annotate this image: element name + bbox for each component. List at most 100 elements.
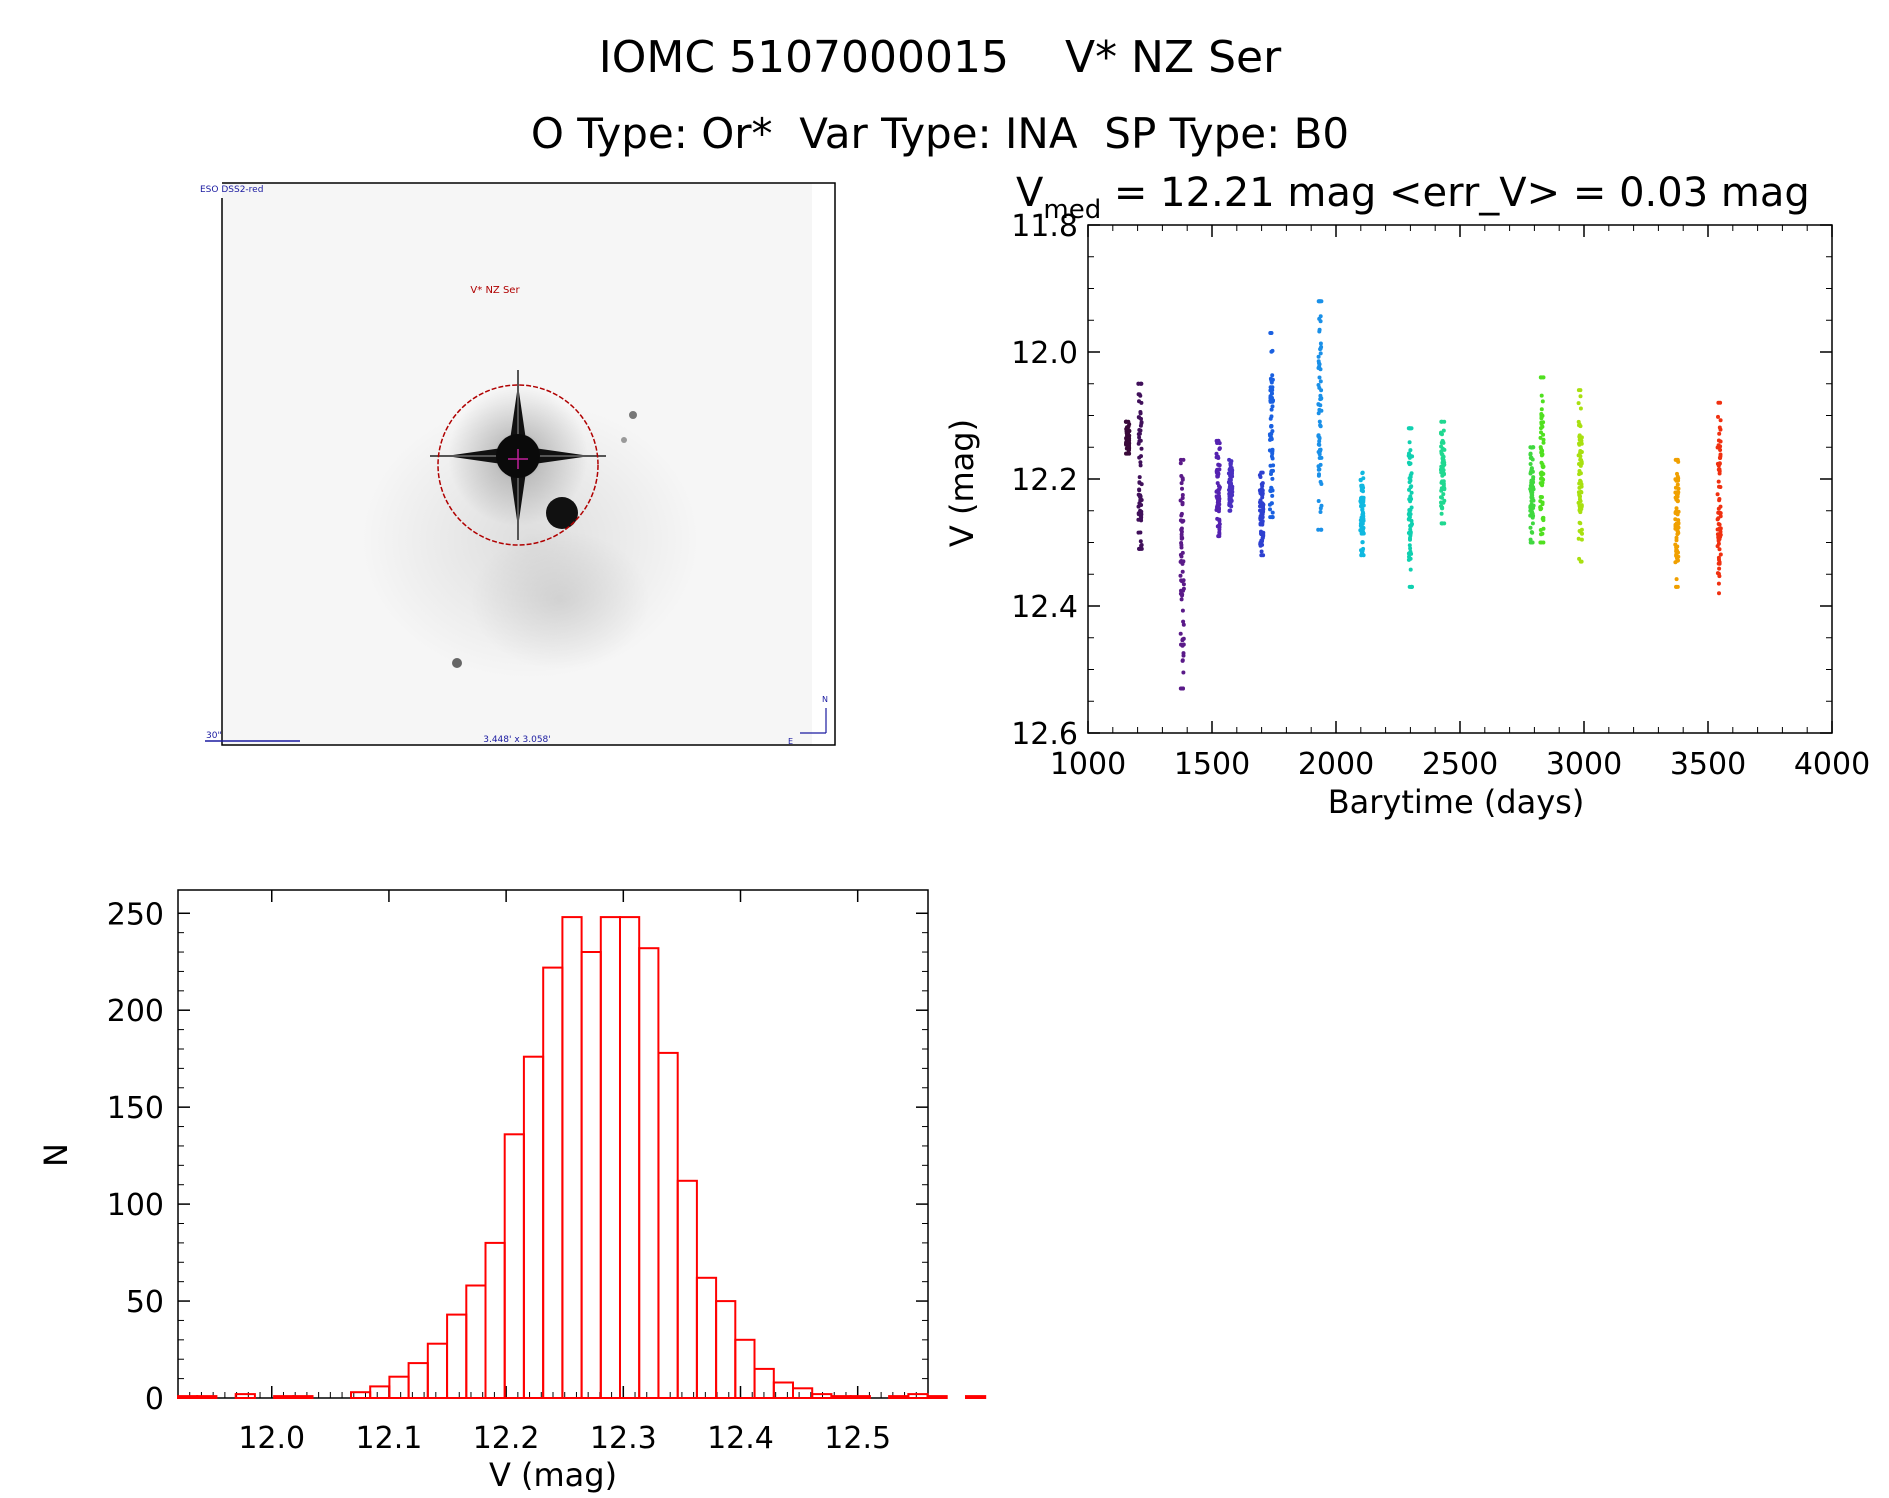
lc-point <box>1318 397 1323 402</box>
lc-point <box>1439 500 1443 505</box>
lc-point <box>1317 456 1322 460</box>
lc-point <box>1138 411 1143 416</box>
lc-point <box>1676 486 1681 491</box>
lc-point <box>1137 392 1142 397</box>
lc-point <box>1408 494 1413 499</box>
lc-point <box>1268 489 1273 494</box>
figure-subtitle: O Type: Or* Var Type: INA SP Type: B0 <box>531 109 1349 158</box>
lc-point <box>1268 448 1273 453</box>
hist-bar <box>811 1393 833 1399</box>
lc-point <box>1540 480 1545 485</box>
lc-point <box>1317 362 1322 367</box>
lc-point <box>1675 471 1679 476</box>
lc-point <box>1408 533 1413 538</box>
lc-point <box>1269 469 1274 474</box>
lc-point <box>1541 465 1545 470</box>
lc-point <box>1674 584 1678 589</box>
hist-ytick-label: 0 <box>145 1382 164 1417</box>
lc-point <box>1577 442 1582 447</box>
lc-point <box>1316 499 1321 503</box>
lc-point <box>1181 457 1186 462</box>
lc-point <box>1409 484 1414 489</box>
lc-point <box>1270 404 1275 409</box>
lc-point <box>1717 547 1722 552</box>
lc-point <box>1258 517 1263 522</box>
lc-point <box>1539 413 1544 418</box>
lc-point <box>1137 439 1142 444</box>
hist-xtick-label: 12.1 <box>356 1421 423 1456</box>
lc-point <box>1673 511 1678 516</box>
hist-xtick-label: 12.5 <box>824 1421 891 1456</box>
lc-point <box>1439 495 1443 500</box>
lc-point <box>1178 559 1183 564</box>
lc-point <box>1138 494 1143 499</box>
lc-point <box>1718 444 1723 449</box>
lc-point <box>1674 547 1679 552</box>
lc-point <box>1528 469 1533 474</box>
lc-point <box>1137 399 1141 404</box>
lc-point <box>1360 503 1365 508</box>
lc-point <box>1531 506 1536 510</box>
lc-point <box>1138 517 1143 522</box>
lightcurve-xlabel: Barytime (days) <box>1328 783 1585 821</box>
lc-point <box>1715 544 1720 549</box>
lc-point <box>1179 527 1184 532</box>
lc-point <box>1227 502 1232 507</box>
hist-bar <box>599 916 621 1399</box>
lc-point <box>1269 454 1274 459</box>
lc-point <box>1579 435 1584 440</box>
hist-bar <box>177 1395 199 1399</box>
lc-point <box>1318 510 1323 514</box>
lc-point <box>1717 566 1722 571</box>
lc-point <box>1440 452 1445 457</box>
lc-point <box>1717 522 1722 527</box>
lc-point <box>1360 550 1365 554</box>
lc-point <box>1442 447 1447 452</box>
lc-point <box>1674 577 1679 582</box>
lc-point <box>1577 556 1582 561</box>
lc-point <box>1217 494 1221 499</box>
lc-xtick-label: 1500 <box>1174 747 1250 782</box>
hist-bar <box>273 1395 295 1399</box>
hist-ytick-label: 200 <box>107 994 164 1029</box>
lc-xtick-label: 3000 <box>1546 747 1622 782</box>
lc-point <box>1715 517 1720 522</box>
lc-point <box>1126 436 1131 441</box>
lc-point <box>1269 437 1274 442</box>
lc-cluster <box>1715 400 1723 596</box>
hist-bar <box>369 1385 391 1400</box>
lc-point <box>1229 492 1234 497</box>
lc-point <box>1180 658 1185 663</box>
hist-bar <box>234 1393 256 1399</box>
lc-point <box>1268 399 1273 404</box>
lc-cluster <box>1406 426 1415 589</box>
lc-point <box>1439 444 1444 449</box>
lc-point <box>1578 509 1583 514</box>
lc-point <box>1540 531 1545 536</box>
lc-cluster <box>1538 375 1546 545</box>
lc-point <box>1578 450 1583 455</box>
scale-label: 30" <box>206 731 222 741</box>
lc-point <box>1539 407 1544 412</box>
histogram-xlabel: V (mag) <box>489 1456 617 1494</box>
lc-point <box>1139 509 1144 514</box>
lc-point <box>1674 506 1679 511</box>
hist-bar <box>484 1241 506 1400</box>
lc-point <box>1528 525 1533 530</box>
lc-point <box>1717 425 1722 430</box>
lightcurve-axes: 1000 1500 2000 2500 3000 3500 4000 11.8 12.0 12.2… <box>1011 209 1870 782</box>
lc-cluster <box>1576 388 1584 564</box>
lc-point <box>1540 375 1545 380</box>
lc-point <box>1217 463 1222 468</box>
hist-bar <box>407 1362 429 1399</box>
lc-point <box>1529 512 1534 517</box>
lc-point <box>1676 554 1681 559</box>
lc-point <box>1529 491 1534 496</box>
lc-point <box>1317 375 1322 380</box>
figure-title: IOMC 5107000015 V* NZ Ser <box>599 32 1282 83</box>
lc-point <box>1178 552 1183 557</box>
lc-point <box>1539 460 1544 465</box>
hist-bar <box>792 1387 814 1400</box>
lc-point <box>1124 427 1129 431</box>
